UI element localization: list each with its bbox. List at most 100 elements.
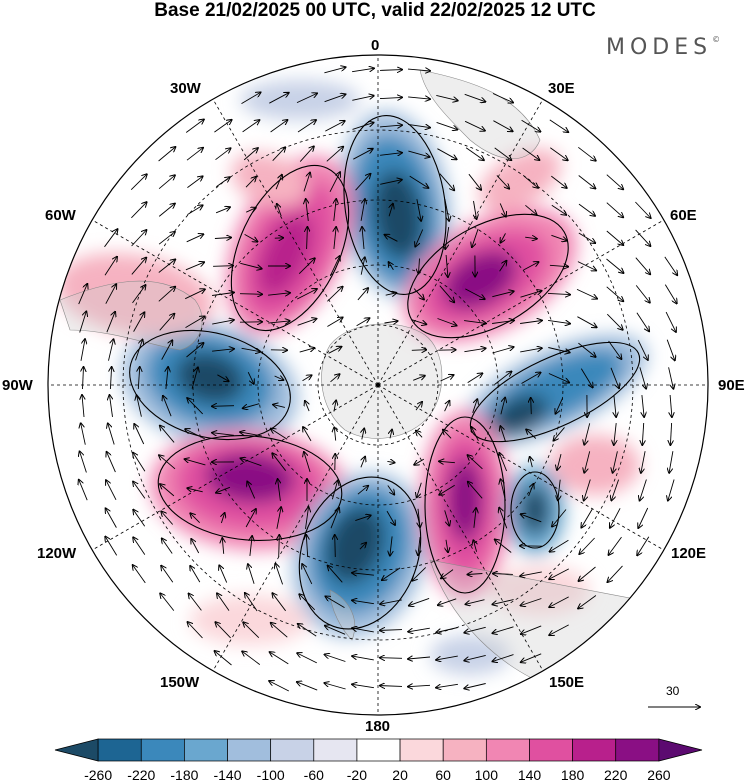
- wind-vector: [299, 348, 315, 353]
- wind-vector: [160, 426, 175, 443]
- wind-vector: [80, 339, 85, 361]
- wind-vector: [133, 537, 146, 555]
- wind-vector: [106, 480, 117, 501]
- antarctica: [321, 323, 443, 439]
- meridian: [377, 384, 664, 551]
- wind-vector: [272, 453, 287, 471]
- latitude-circle: [257, 264, 499, 506]
- lon-label-120e: 120E: [671, 545, 707, 562]
- wind-vector: [274, 376, 284, 380]
- wind-vector: [494, 147, 512, 160]
- wind-vector: [326, 147, 343, 162]
- wind-vector: [638, 507, 649, 528]
- colorbar-tick-label: -20: [346, 767, 368, 783]
- wind-vector: [277, 204, 282, 217]
- wind-vector: [578, 146, 595, 160]
- wind-vector: [134, 424, 145, 445]
- wind-vector: [415, 402, 422, 411]
- wind-vector: [161, 340, 173, 360]
- wind-vector: [105, 537, 118, 556]
- wind-vector: [549, 119, 568, 132]
- wind-vector: [416, 431, 423, 438]
- colorbar-tick-label: -180: [170, 767, 199, 783]
- wind-vector: [297, 682, 318, 691]
- wind-vector: [500, 398, 505, 415]
- wind-vector: [465, 288, 484, 299]
- wind-vector: [360, 199, 365, 221]
- colorbar-swatch: [399, 738, 444, 762]
- wind-vector: [409, 175, 429, 188]
- wind-vector: [248, 564, 255, 584]
- wind-vector: [161, 512, 174, 525]
- colorbar-tick-label: -100: [256, 767, 285, 783]
- lon-label-90w: 90W: [2, 377, 33, 394]
- wind-vector: [241, 458, 262, 467]
- wind-vector: [530, 457, 533, 468]
- wind-vector: [79, 312, 87, 333]
- wind-vector: [306, 199, 309, 221]
- wind-vector: [464, 93, 486, 101]
- wind-vector: [243, 622, 260, 639]
- wind-vector: [579, 537, 595, 554]
- wind-vector: [379, 97, 402, 98]
- wind-vector: [327, 287, 342, 302]
- wind-vector: [190, 513, 201, 524]
- colorbar-swatch: [97, 738, 142, 762]
- wind-vector: [578, 342, 595, 357]
- meridian: [212, 384, 379, 671]
- map-title: Base 21/02/2025 00 UTC, valid 22/02/2025…: [154, 0, 596, 21]
- wind-vector: [525, 204, 536, 214]
- wind-vector: [245, 177, 256, 188]
- wind-vector: [296, 93, 317, 104]
- wind-vector: [467, 373, 483, 383]
- wind-vector: [468, 482, 483, 499]
- wind-vector: [464, 321, 486, 324]
- wind-vector: [606, 313, 622, 330]
- wind-vector: [578, 175, 596, 189]
- wind-vector: [413, 376, 425, 381]
- wind-vector: [250, 536, 252, 556]
- wind-vector: [556, 398, 563, 413]
- wind-vector: [185, 316, 205, 328]
- wind-vector: [222, 538, 223, 554]
- colorbar-tick-label: 180: [560, 767, 585, 783]
- wind-vector: [439, 461, 455, 462]
- wind-vector: [419, 258, 420, 274]
- wind-vector: [385, 235, 398, 242]
- wind-vector: [521, 598, 542, 606]
- lon-label-0: 0: [371, 37, 380, 54]
- wind-vector: [244, 234, 258, 241]
- wind-vector: [521, 373, 541, 384]
- wind-vector: [324, 94, 346, 103]
- wind-vector: [104, 229, 118, 248]
- wind-vector: [186, 234, 204, 243]
- wind-vector: [329, 256, 339, 277]
- wind-vector: [334, 401, 336, 412]
- wind-vector: [158, 175, 175, 190]
- wind-vector: [584, 479, 591, 501]
- wind-vector: [666, 339, 675, 361]
- wind-vector: [407, 69, 430, 71]
- wind-vector: [446, 254, 448, 277]
- wind-vector: [610, 508, 621, 527]
- wind-vector: [269, 93, 288, 104]
- wind-vector: [380, 153, 402, 156]
- colorbar-swatch: [54, 738, 99, 762]
- wind-vector: [669, 451, 674, 473]
- wind-vector: [444, 510, 450, 525]
- wind-vector: [613, 451, 618, 472]
- wind-vector: [269, 681, 290, 692]
- wind-vector: [416, 199, 421, 221]
- wind-vector: [361, 457, 365, 468]
- wind-vector: [520, 348, 542, 353]
- wind-vector: [417, 482, 422, 498]
- wind-vector: [446, 539, 448, 552]
- wind-vector: [493, 574, 513, 575]
- wind-vector: [245, 509, 256, 528]
- colorbar-swatch: [270, 738, 315, 762]
- colorbar-swatch: [356, 738, 401, 762]
- wind-vector: [132, 285, 146, 304]
- wind-vector: [240, 432, 262, 437]
- meridian: [212, 99, 379, 386]
